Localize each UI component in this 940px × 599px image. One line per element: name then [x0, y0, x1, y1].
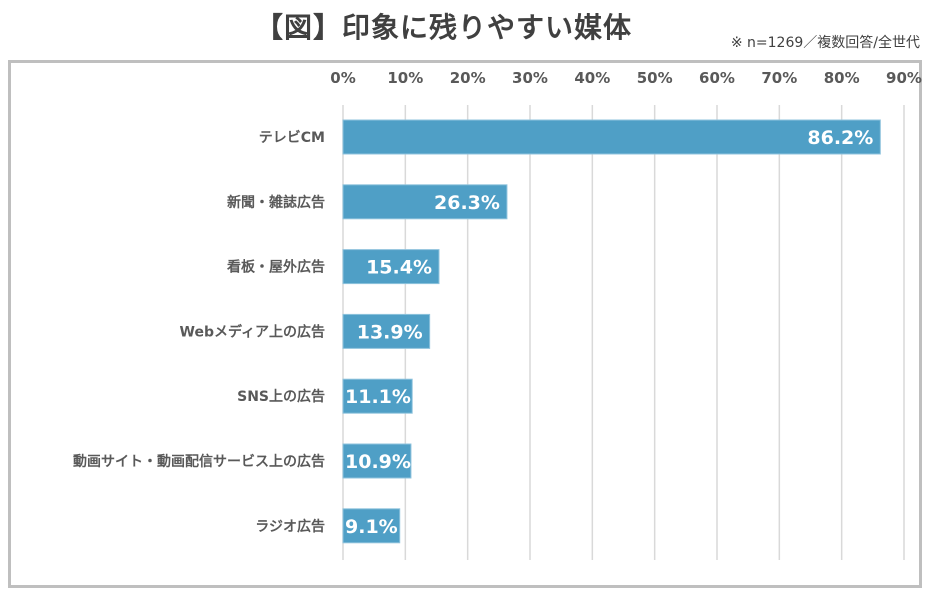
category-label: 動画サイト・動画配信サービス上の広告: [73, 453, 325, 470]
bar: [342, 508, 401, 544]
tick-label: 80%: [824, 69, 860, 87]
tick-label: 30%: [512, 69, 548, 87]
tick-label: 90%: [886, 69, 922, 87]
data-label: 13.9%: [357, 321, 423, 343]
category-label: テレビCM: [259, 130, 325, 146]
bar: [342, 443, 412, 479]
data-label: 26.3%: [434, 192, 500, 214]
bar: [342, 184, 508, 220]
chart-note: ※ n=1269／複数回答/全世代: [730, 35, 920, 51]
tick-label: 50%: [637, 69, 673, 87]
tick-label: 10%: [387, 69, 423, 87]
category-label: 看板・屋外広告: [226, 259, 325, 276]
category-label: SNS上の広告: [237, 388, 325, 405]
tick-label: 0%: [330, 69, 355, 87]
tick-label: 70%: [761, 69, 797, 87]
plot-frame: [8, 60, 922, 588]
data-label: 11.1%: [345, 386, 411, 408]
bar: [342, 313, 431, 349]
data-label: 9.1%: [345, 516, 398, 538]
bar: [342, 378, 413, 414]
bar: [342, 119, 881, 155]
data-label: 10.9%: [345, 451, 411, 473]
category-label: Webメディア上の広告: [180, 323, 325, 340]
tick-label: 40%: [574, 69, 610, 87]
data-label: 15.4%: [366, 257, 432, 279]
tick-label: 60%: [699, 69, 735, 87]
bar: [342, 249, 440, 285]
tick-label: 20%: [450, 69, 486, 87]
data-label: 86.2%: [807, 127, 873, 149]
category-label: 新聞・雑誌広告: [227, 194, 325, 211]
category-label: ラジオ広告: [255, 518, 325, 535]
chart-title: 【図】印象に残りやすい媒体: [255, 11, 633, 44]
